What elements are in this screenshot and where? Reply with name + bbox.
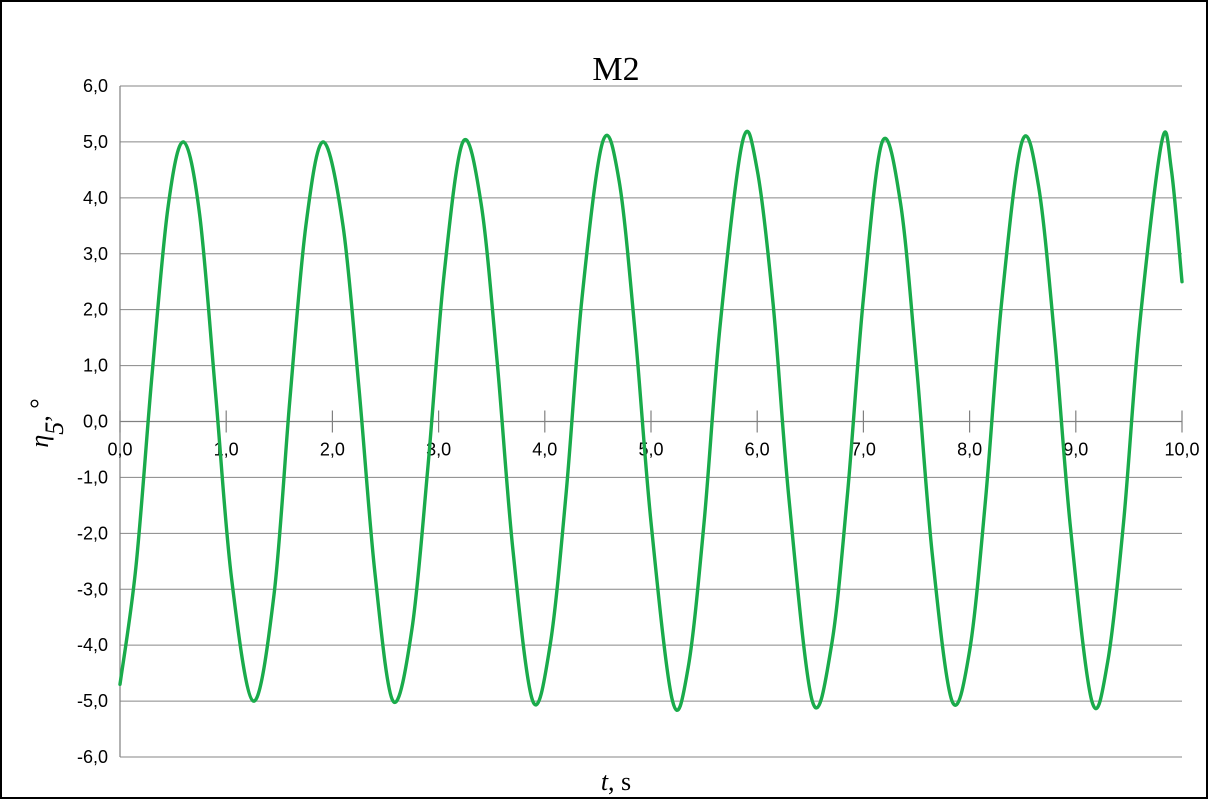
y-tick-label: -6,0 (77, 747, 108, 767)
x-tick-label: 1,0 (214, 440, 239, 460)
y-tick-label: 5,0 (83, 132, 108, 152)
y-tick-label: -1,0 (77, 467, 108, 487)
y-tick-label: 3,0 (83, 244, 108, 264)
y-tick-label: -2,0 (77, 523, 108, 543)
series-line (118, 129, 1184, 712)
y-axis-unit: , ° (25, 398, 54, 421)
y-axis-subscript: 5 (40, 422, 69, 435)
y-tick-labels: 6,0 5,0 4,0 3,0 2,0 1,0 0,0 -1,0 -2,0 -3,0 -4,0 -5,… (77, 76, 108, 767)
y-axis-title: η5, ° (25, 398, 69, 447)
y-tick-label: 1,0 (83, 356, 108, 376)
x-tick-label: 0,0 (107, 440, 132, 460)
y-tick-label: -5,0 (77, 691, 108, 711)
x-axis-title: t, s (601, 767, 631, 796)
x-tick-label: 7,0 (851, 440, 876, 460)
x-tick-label: 8,0 (957, 440, 982, 460)
grid-lines (120, 85, 1182, 758)
x-tick-label: 4,0 (532, 440, 557, 460)
y-axis-symbol: η (25, 435, 54, 448)
x-axis-symbol: t (601, 767, 609, 796)
y-tick-label: 0,0 (83, 412, 108, 432)
x-tick-label: 3,0 (426, 440, 451, 460)
x-ticks (119, 410, 1183, 433)
y-tick-label: -4,0 (77, 635, 108, 655)
x-tick-label: 10,0 (1164, 440, 1199, 460)
y-tick-label: 2,0 (83, 300, 108, 320)
x-tick-label: 5,0 (638, 440, 663, 460)
y-tick-label: -3,0 (77, 579, 108, 599)
x-tick-label: 6,0 (745, 440, 770, 460)
chart-title: M2 (592, 51, 639, 88)
x-tick-label: 2,0 (320, 440, 345, 460)
y-tick-label: 6,0 (83, 76, 108, 96)
y-tick-label: 4,0 (83, 188, 108, 208)
x-tick-label: 9,0 (1063, 440, 1088, 460)
x-axis-unit: , s (608, 767, 631, 796)
